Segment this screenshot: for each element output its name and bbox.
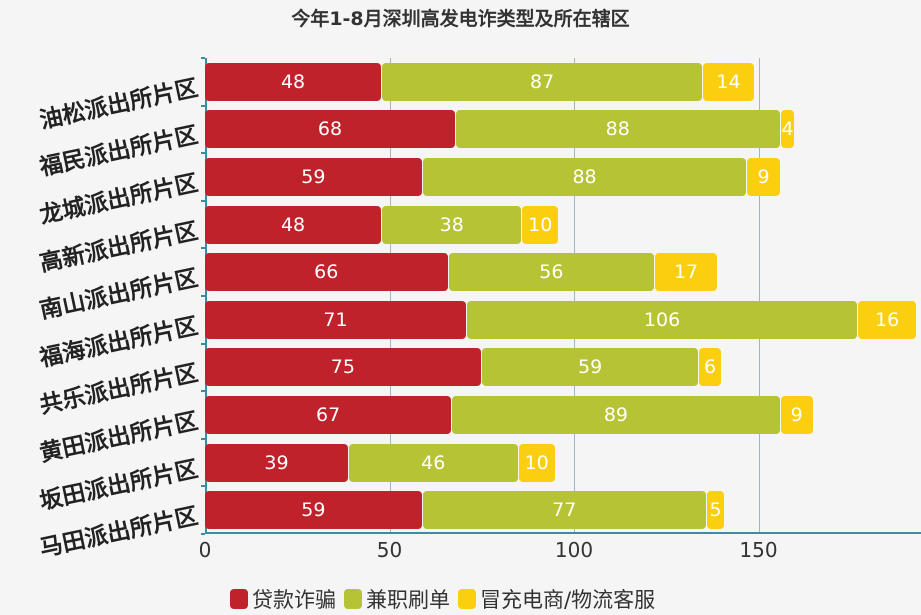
bar-segment[interactable]: 75 — [205, 348, 481, 387]
y-axis — [205, 58, 207, 534]
plot-area: 48 87 14 68 88 4 59 88 9 48 38 10 66 56 17 71 106 16 75 59 6… — [201, 57, 921, 535]
legend-swatch-icon — [230, 589, 248, 609]
y-tick — [201, 247, 205, 250]
bar-segment[interactable]: 59 — [205, 491, 422, 530]
y-tick — [201, 152, 205, 155]
x-tick-label: 150 — [739, 538, 778, 562]
y-tick — [201, 57, 205, 59]
legend-item[interactable]: 冒充电商/物流客服 — [458, 584, 655, 614]
gridline — [758, 58, 760, 534]
bar-segment[interactable]: 16 — [858, 300, 917, 339]
bar-segment[interactable]: 87 — [382, 62, 703, 101]
bar-segment[interactable]: 71 — [205, 300, 466, 339]
y-tick — [201, 199, 205, 202]
y-tick — [201, 437, 205, 440]
bar-segment[interactable]: 88 — [422, 158, 747, 196]
y-tick — [201, 342, 205, 345]
x-tick-label: 50 — [376, 538, 403, 562]
bar-segment[interactable]: 9 — [747, 158, 780, 196]
bar-segment[interactable]: 4 — [780, 110, 795, 149]
bar-segment[interactable]: 38 — [382, 205, 522, 244]
gridline — [574, 58, 575, 534]
chart-title: 今年1-8月深圳高发电诈类型及所在辖区 — [291, 8, 630, 30]
bar-segment[interactable]: 9 — [780, 396, 813, 434]
y-tick — [201, 104, 205, 107]
gridline — [389, 58, 391, 534]
bar-segment[interactable]: 39 — [205, 443, 348, 482]
bar-segment[interactable]: 10 — [518, 443, 555, 482]
bar-segment[interactable]: 89 — [452, 396, 780, 434]
bar-segment[interactable]: 6 — [699, 348, 721, 387]
bar-segment[interactable]: 67 — [205, 396, 452, 434]
bar-segment[interactable]: 5 — [706, 491, 725, 530]
y-tick — [201, 485, 205, 488]
x-axis — [205, 532, 921, 534]
bar-segment[interactable]: 68 — [205, 110, 455, 149]
legend-swatch-icon — [344, 589, 362, 609]
legend-swatch-icon — [458, 589, 476, 609]
bar-segment[interactable]: 48 — [205, 62, 382, 101]
y-tick — [201, 390, 205, 393]
x-tick-label: 100 — [554, 538, 594, 562]
bar-segment[interactable]: 77 — [422, 491, 706, 530]
legend-label: 贷款诈骗 — [252, 588, 336, 612]
legend-label: 兼职刷单 — [366, 588, 450, 612]
legend-item[interactable]: 贷款诈骗 — [230, 584, 336, 614]
bar-segment[interactable]: 106 — [466, 300, 858, 339]
x-tick-label: 0 — [198, 538, 212, 562]
bar-segment[interactable]: 59 — [481, 348, 699, 387]
bar-segment[interactable]: 17 — [655, 253, 717, 292]
bar-segment[interactable]: 66 — [205, 253, 448, 292]
legend: 贷款诈骗 兼职刷单 冒充电商/物流客服 — [230, 584, 663, 614]
legend-label: 冒充电商/物流客服 — [480, 588, 656, 612]
bar-segment[interactable]: 46 — [348, 443, 518, 482]
bar-segment[interactable]: 59 — [205, 158, 422, 196]
bar-segment[interactable]: 48 — [205, 205, 382, 244]
bar-segment[interactable]: 88 — [455, 110, 780, 149]
legend-item[interactable]: 兼职刷单 — [344, 584, 450, 614]
y-tick — [201, 533, 205, 535]
y-tick — [201, 295, 205, 297]
bar-segment[interactable]: 56 — [448, 253, 655, 292]
bar-segment[interactable]: 10 — [522, 205, 559, 244]
bar-segment[interactable]: 14 — [703, 62, 754, 101]
